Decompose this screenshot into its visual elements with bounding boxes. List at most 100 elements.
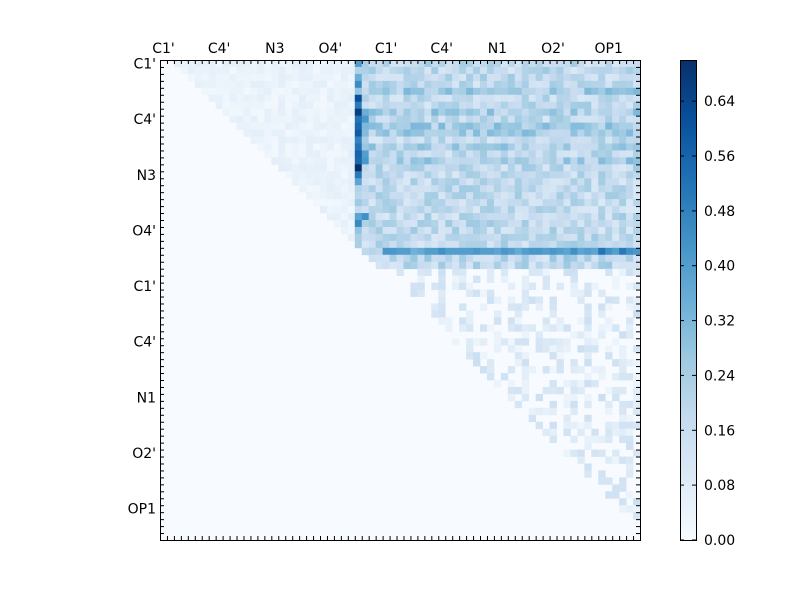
colorbar-tick-label: 0.16 bbox=[704, 423, 735, 439]
heatmap-cell bbox=[473, 289, 481, 297]
heatmap-cell bbox=[340, 101, 349, 110]
heatmap-cell bbox=[466, 115, 474, 124]
heatmap-cell bbox=[459, 240, 467, 249]
heatmap-cell bbox=[549, 310, 557, 318]
heatmap-cell bbox=[354, 143, 363, 151]
heatmap-cell bbox=[264, 122, 272, 130]
heatmap-cell bbox=[452, 254, 460, 263]
heatmap-cell bbox=[326, 129, 335, 137]
heatmap-cell bbox=[438, 73, 446, 82]
heatmap-cell bbox=[473, 352, 481, 360]
heatmap-cell bbox=[424, 206, 432, 214]
heatmap-cell bbox=[417, 261, 425, 270]
heatmap-cell bbox=[396, 136, 404, 144]
heatmap-cell bbox=[556, 171, 564, 179]
heatmap-cell bbox=[584, 470, 592, 478]
heatmap-cell bbox=[347, 185, 356, 193]
heatmap-cell bbox=[507, 157, 516, 165]
heatmap-cell bbox=[570, 115, 578, 124]
heatmap-cell bbox=[215, 80, 224, 89]
heatmap-cell bbox=[563, 87, 571, 96]
heatmap-cell bbox=[292, 94, 300, 103]
heatmap-cell bbox=[278, 115, 286, 124]
heatmap-cell bbox=[633, 296, 641, 304]
heatmap-cell bbox=[514, 66, 523, 75]
heatmap-cell bbox=[507, 206, 516, 214]
heatmap-cell bbox=[556, 233, 564, 242]
heatmap-cell bbox=[424, 80, 432, 89]
x-tick-label: C4' bbox=[430, 41, 453, 57]
heatmap-cell bbox=[480, 80, 488, 89]
heatmap-cell bbox=[333, 66, 342, 75]
heatmap-cell bbox=[424, 115, 432, 124]
heatmap-cell bbox=[528, 233, 537, 242]
heatmap-cell bbox=[577, 178, 585, 186]
heatmap-cell bbox=[347, 108, 356, 117]
heatmap-cell bbox=[299, 185, 307, 193]
heatmap-cell bbox=[194, 60, 203, 68]
heatmap-cell bbox=[591, 240, 599, 249]
heatmap-cell bbox=[410, 289, 418, 297]
heatmap-cell bbox=[493, 122, 502, 130]
heatmap-cell bbox=[320, 115, 328, 124]
heatmap-cell bbox=[612, 359, 620, 367]
heatmap-cell bbox=[528, 414, 537, 423]
heatmap-cell bbox=[389, 80, 397, 89]
heatmap-cell bbox=[493, 331, 502, 339]
heatmap-cell bbox=[570, 87, 578, 96]
heatmap-cell bbox=[605, 268, 613, 277]
heatmap-cell bbox=[570, 129, 578, 137]
heatmap-cell bbox=[473, 87, 481, 96]
heatmap-cell bbox=[375, 60, 384, 68]
heatmap-cell bbox=[389, 220, 397, 228]
heatmap-cell bbox=[480, 352, 488, 360]
heatmap-cell bbox=[445, 80, 453, 89]
heatmap-cell bbox=[500, 80, 509, 89]
heatmap-cell bbox=[563, 338, 571, 346]
heatmap-cell bbox=[542, 122, 550, 130]
heatmap-cell bbox=[473, 60, 481, 68]
heatmap-cell bbox=[619, 331, 627, 339]
heatmap-cell bbox=[549, 129, 557, 137]
heatmap-cell bbox=[299, 171, 307, 179]
heatmap-cell bbox=[556, 150, 564, 158]
heatmap-cell bbox=[633, 122, 641, 130]
heatmap-cell bbox=[473, 122, 481, 130]
heatmap-cell bbox=[382, 226, 390, 235]
heatmap-cell bbox=[528, 73, 537, 82]
heatmap-cell bbox=[264, 108, 272, 117]
heatmap-cell bbox=[514, 352, 523, 360]
heatmap-cell bbox=[598, 80, 606, 89]
heatmap-cell bbox=[556, 66, 564, 75]
heatmap-cell bbox=[375, 66, 384, 75]
heatmap-cell bbox=[313, 185, 321, 193]
heatmap-cell bbox=[250, 73, 258, 82]
heatmap-cell bbox=[626, 400, 634, 409]
heatmap-cell bbox=[354, 122, 363, 130]
heatmap-cell bbox=[459, 226, 467, 235]
heatmap-cell bbox=[507, 338, 516, 346]
heatmap-cell bbox=[285, 150, 293, 158]
heatmap-cell bbox=[473, 66, 481, 75]
heatmap-cell bbox=[598, 324, 606, 332]
heatmap-cell bbox=[507, 164, 516, 172]
heatmap-cell bbox=[403, 171, 411, 179]
heatmap-cell bbox=[584, 317, 592, 325]
heatmap-cell bbox=[521, 331, 530, 339]
heatmap-cell bbox=[521, 213, 530, 221]
heatmap-cell bbox=[459, 60, 467, 68]
heatmap-cell bbox=[521, 282, 530, 290]
heatmap-cell bbox=[612, 393, 620, 402]
heatmap-cell bbox=[382, 66, 390, 75]
heatmap-cell bbox=[445, 240, 453, 249]
heatmap-cell bbox=[340, 87, 349, 96]
heatmap-cell bbox=[452, 275, 460, 284]
heatmap-cell bbox=[452, 129, 460, 137]
heatmap-cell bbox=[500, 206, 509, 214]
heatmap-cell bbox=[633, 94, 641, 103]
heatmap-cell bbox=[591, 192, 599, 200]
heatmap-cell bbox=[417, 171, 425, 179]
heatmap-cell bbox=[299, 150, 307, 158]
x-tick-label: C4' bbox=[208, 41, 231, 57]
heatmap-cell bbox=[480, 303, 488, 311]
